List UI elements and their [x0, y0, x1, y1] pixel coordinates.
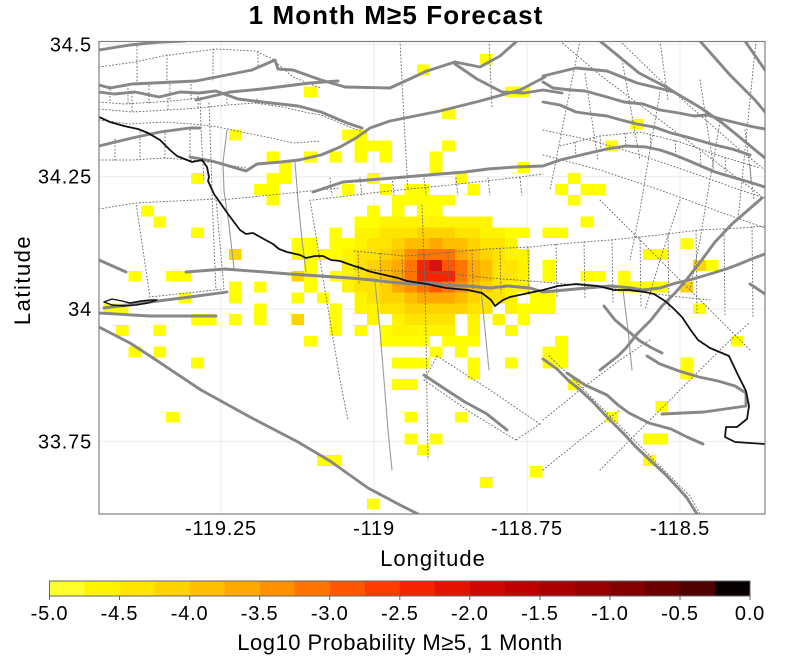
svg-text:-2.0: -2.0: [451, 603, 489, 625]
svg-text:34.25: 34.25: [38, 167, 92, 189]
svg-text:0.0: 0.0: [735, 603, 765, 625]
svg-text:1 Month M≥5 Forecast: 1 Month M≥5 Forecast: [249, 0, 544, 30]
svg-text:-1.5: -1.5: [521, 603, 559, 625]
svg-text:-3.0: -3.0: [311, 603, 349, 625]
svg-text:Log10 Probability M≥5, 1 Month: Log10 Probability M≥5, 1 Month: [237, 630, 562, 655]
svg-text:-119.25: -119.25: [185, 518, 257, 540]
svg-text:-118.75: -118.75: [491, 518, 563, 540]
svg-text:-0.5: -0.5: [661, 603, 699, 625]
svg-text:-1.0: -1.0: [591, 603, 629, 625]
svg-text:-2.5: -2.5: [381, 603, 419, 625]
svg-text:34: 34: [68, 299, 92, 321]
svg-text:-5.0: -5.0: [31, 603, 69, 625]
svg-text:33.75: 33.75: [38, 431, 92, 453]
svg-text:34.5: 34.5: [50, 34, 92, 56]
svg-text:Latitude: Latitude: [10, 235, 35, 325]
svg-text:-3.5: -3.5: [241, 603, 279, 625]
svg-text:Longitude: Longitude: [380, 546, 486, 571]
svg-text:-4.0: -4.0: [171, 603, 209, 625]
svg-text:-118.5: -118.5: [650, 518, 710, 540]
svg-text:-119: -119: [353, 518, 395, 540]
svg-text:-4.5: -4.5: [101, 603, 139, 625]
